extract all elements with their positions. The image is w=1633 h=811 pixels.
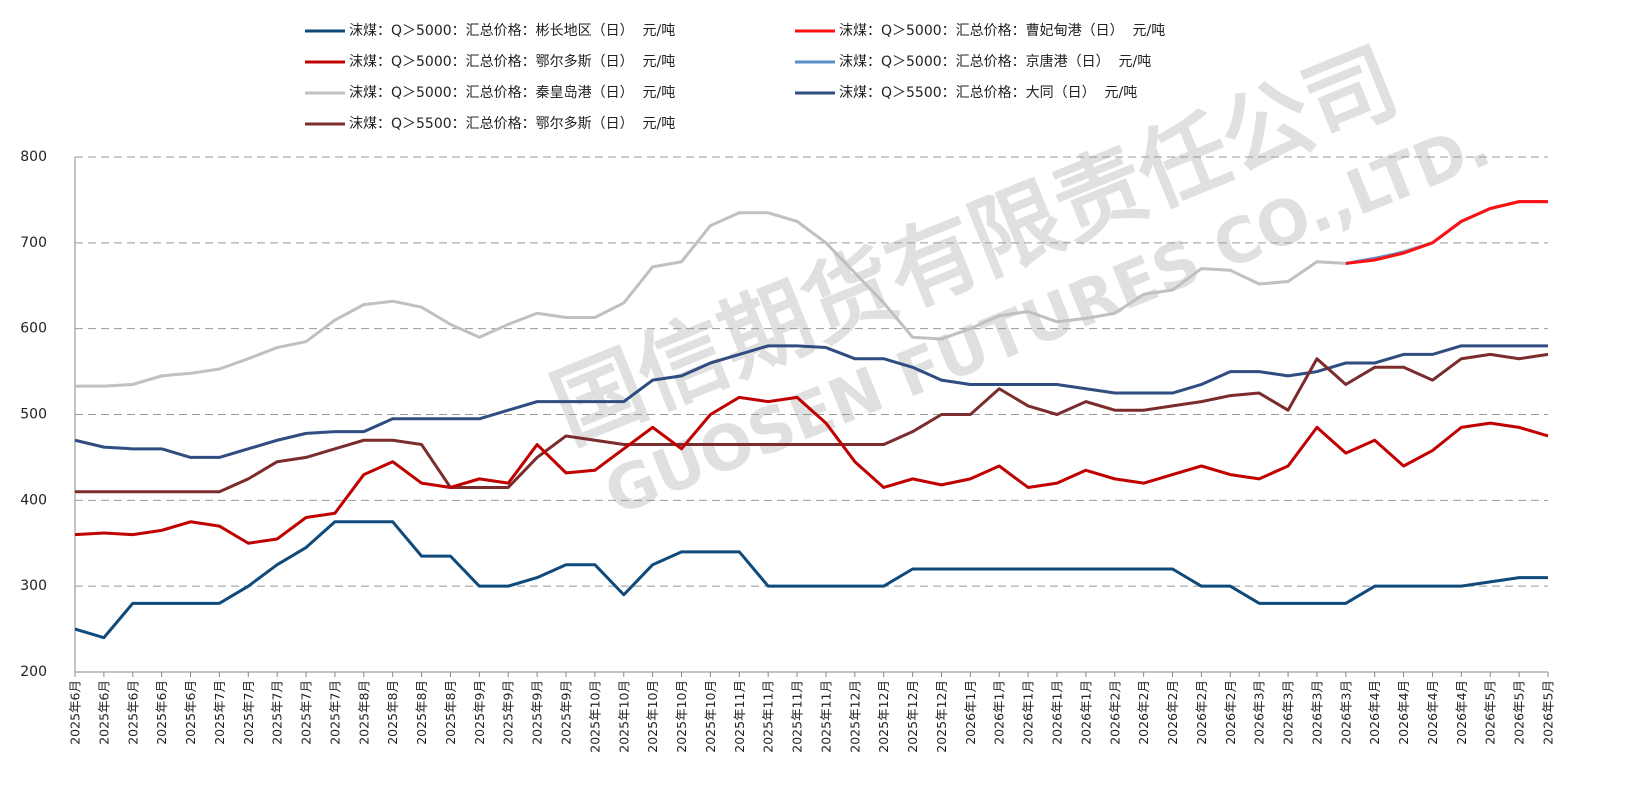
x-tick-label: 2026年2月 (1223, 680, 1238, 745)
x-tick-label: 2026年5月 (1512, 680, 1527, 745)
x-tick-label: 2026年2月 (1165, 680, 1180, 745)
x-tick-label: 2025年6月 (125, 680, 140, 745)
x-tick-label: 2025年9月 (530, 680, 545, 745)
x-tick-label: 2025年9月 (472, 680, 487, 745)
series-line (74, 395, 1549, 545)
x-tick-label: 2026年1月 (1021, 680, 1036, 745)
x-tick-label: 2025年12月 (847, 680, 862, 753)
x-tick-label: 2026年2月 (1107, 680, 1122, 745)
x-tick-label: 2025年7月 (270, 680, 285, 745)
legend-label: 沫煤：Q＞5500：汇总价格：鄂尔多斯（日） 元/吨 (349, 115, 675, 132)
x-tick-label: 2025年7月 (327, 680, 342, 745)
x-tick-label: 2025年8月 (443, 680, 458, 745)
x-tick-label: 2025年6月 (154, 680, 169, 745)
legend-label: 沫煤：Q＞5500：汇总价格：大同（日） 元/吨 (839, 85, 1137, 101)
x-tick-label: 2025年12月 (934, 680, 949, 753)
legend-label: 沫煤：Q＞5000：汇总价格：秦皇岛港（日） 元/吨 (349, 85, 675, 101)
series-line (75, 352, 1549, 494)
x-tick-label: 2026年1月 (992, 680, 1007, 745)
x-tick-label: 2025年11月 (732, 680, 747, 753)
x-tick-label: 2026年3月 (1309, 680, 1324, 745)
x-tick-label: 2025年9月 (501, 680, 516, 745)
x-tick-label: 2026年4月 (1396, 680, 1411, 745)
y-tick-label: 400 (20, 492, 47, 508)
x-tick-label: 2026年1月 (1078, 680, 1093, 745)
x-tick-label: 2025年10月 (645, 680, 660, 753)
x-tick-label: 2025年10月 (587, 680, 602, 753)
x-tick-label: 2026年4月 (1454, 680, 1469, 745)
x-tick-label: 2025年7月 (241, 680, 256, 745)
x-tick-label: 2026年4月 (1367, 680, 1382, 745)
x-tick-label: 2025年12月 (905, 680, 920, 753)
legend-label: 沫煤：Q＞5000：汇总价格：彬长地区（日） 元/吨 (349, 23, 675, 39)
x-tick-label: 2025年8月 (385, 680, 400, 745)
series-line (1345, 200, 1548, 265)
x-tick-label: 2025年10月 (703, 680, 718, 753)
x-tick-label: 2025年7月 (299, 680, 314, 745)
series-line (74, 520, 1548, 640)
x-tick-label: 2025年8月 (356, 680, 371, 745)
x-tick-label: 2026年4月 (1425, 680, 1440, 745)
x-tick-label: 2025年6月 (68, 680, 83, 745)
y-tick-label: 700 (20, 235, 47, 251)
legend-label: 沫煤：Q＞5000：汇总价格：鄂尔多斯（日） 元/吨 (349, 53, 675, 70)
x-tick-label: 2025年10月 (616, 680, 631, 753)
legend-label: 沫煤：Q＞5000：汇总价格：京唐港（日） 元/吨 (839, 53, 1151, 70)
x-tick-label: 2025年12月 (876, 680, 891, 753)
y-tick-label: 300 (20, 578, 47, 594)
x-tick-label: 2026年1月 (963, 680, 978, 745)
x-tick-label: 2025年11月 (761, 680, 776, 753)
y-tick-label: 600 (20, 321, 47, 337)
x-tick-label: 2026年3月 (1338, 680, 1353, 745)
x-tick-label: 2025年10月 (674, 680, 689, 753)
x-tick-label: 2025年11月 (818, 680, 833, 753)
x-tick-label: 2026年5月 (1541, 680, 1556, 745)
y-tick-label: 500 (20, 407, 47, 423)
x-tick-label: 2025年9月 (559, 680, 574, 745)
x-tick-label: 2026年3月 (1281, 680, 1296, 745)
x-tick-label: 2025年8月 (414, 680, 429, 745)
series-line (74, 344, 1548, 459)
series-line (75, 200, 1548, 388)
y-tick-label: 200 (20, 664, 47, 680)
x-tick-label: 2026年2月 (1136, 680, 1151, 745)
x-tick-label: 2026年1月 (1050, 680, 1065, 745)
legend-label: 沫煤：Q＞5000：汇总价格：曹妃甸港（日） 元/吨 (839, 23, 1165, 39)
x-tick-label: 2026年3月 (1252, 680, 1267, 745)
x-tick-label: 2025年6月 (183, 680, 198, 745)
x-tick-label: 2025年7月 (212, 680, 227, 745)
x-tick-label: 2026年5月 (1483, 680, 1498, 745)
x-tick-label: 2026年2月 (1194, 680, 1209, 745)
x-tick-label: 2025年11月 (790, 680, 805, 753)
y-tick-label: 800 (20, 149, 47, 165)
x-tick-label: 2025年6月 (96, 680, 111, 745)
